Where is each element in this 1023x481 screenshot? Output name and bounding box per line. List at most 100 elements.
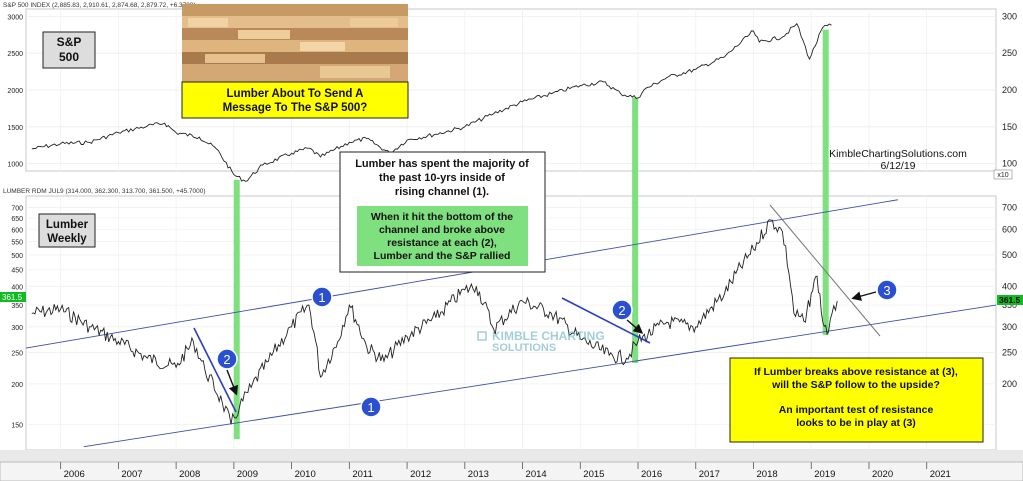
year-label: 2007 (121, 469, 142, 480)
year-label: 2008 (179, 469, 200, 480)
highlight-bar (632, 97, 639, 363)
lumber-tick-label: 500 (11, 253, 23, 260)
x10-label: x10 (997, 172, 1008, 179)
last-price-left-label: 361.5 (2, 293, 23, 302)
x10-box (993, 169, 1013, 180)
year-label: 2019 (814, 469, 835, 480)
sp500-panel-box (42, 31, 96, 69)
lumber-box-line1: Lumber (46, 219, 89, 231)
highlight-bars (233, 29, 829, 440)
question-line2: will the S&P follow to the upside? (771, 379, 940, 391)
lumber-series-line (31, 219, 838, 425)
lumber-tick-label: 150 (11, 422, 23, 429)
lumber-tick-label: 250 (11, 350, 23, 357)
lumber-right-tick-label: 400 (1002, 281, 1017, 291)
year-label: 2015 (583, 469, 604, 480)
lumber-panel-box (38, 213, 96, 248)
year-label: 2020 (872, 469, 893, 480)
svg-text:2: 2 (223, 352, 230, 367)
photo-caption-line2: Message To The S&P 500? (223, 102, 368, 114)
photo-caption-line1: Lumber About To Send A (227, 88, 364, 100)
watermark-line1: KIMBLE CHARTING (492, 329, 605, 343)
sp500-tick-label: 2500 (7, 51, 23, 58)
sp500-tick-label: 1500 (7, 125, 23, 132)
highlight-bar (233, 179, 240, 440)
sp500-tick-label: 2000 (7, 88, 23, 95)
lumber-tick-label: 600 (11, 227, 23, 234)
credit-date: 6/12/19 (880, 160, 915, 172)
arrow-marker-2-2016 (626, 319, 644, 334)
lumber-tick-label: 550 (11, 240, 23, 247)
lumber-tick-label: 400 (11, 284, 23, 291)
question-line4: looks to be in play at (3) (796, 417, 916, 429)
sp500-right-tick-label: 100 (1002, 159, 1017, 169)
resistance-line-2019 (769, 204, 881, 337)
watermark-line2: SOLUTIONS (492, 342, 556, 354)
credit-name: KimbleChartingSolutions.com (829, 148, 967, 160)
lumber-photo (182, 4, 408, 82)
svg-text:1: 1 (367, 400, 374, 415)
lumber-box-line2: Weekly (47, 233, 87, 245)
year-label: 2010 (295, 469, 316, 480)
lumber-tick-label: 450 (11, 268, 23, 275)
sp500-index-header: S&P 500 INDEX (2,885.83, 2,910.61, 2,874… (3, 2, 196, 9)
channel-note-line1: Lumber has spent the majority of (355, 158, 529, 170)
channel-note-line2: the past 10-yrs inside of (379, 172, 505, 184)
year-label: 2014 (526, 469, 547, 480)
rally-note-box (357, 206, 528, 266)
year-label: 2011 (352, 469, 372, 480)
last-price-left-box (0, 292, 26, 302)
sp500-right-tick-label: 150 (1002, 122, 1017, 132)
marker-2-2009: 2 (216, 348, 238, 370)
channel-note-line3: rising channel (1). (395, 186, 489, 198)
marker-3: 3 (876, 279, 898, 301)
rally-note-line1: When it hit the bottom of the (371, 211, 513, 223)
lumber-left-axis: 150 200 250 300 350 400 450 500 550 600 650 700 (11, 206, 23, 430)
x-axis-strip (0, 461, 1023, 481)
year-label: 2009 (237, 469, 258, 480)
rising-channel (25, 199, 997, 448)
year-label: 2018 (757, 469, 778, 480)
sp500-box-line2: 500 (59, 50, 79, 64)
sp500-box-line1: S&P (57, 35, 82, 49)
channel-upper-line (25, 199, 898, 349)
year-label: 2013 (468, 469, 489, 480)
rally-note-line4: Lumber and the S&P rallied (374, 250, 511, 262)
lumber-tick-label: 200 (11, 382, 23, 389)
sp500-series-line (31, 22, 832, 182)
lumber-right-tick-label: 250 (1002, 347, 1017, 357)
resistance-line-2016 (561, 297, 651, 344)
photo-caption-box (181, 81, 409, 119)
sp500-tick-label: 3000 (7, 14, 23, 21)
question-box (729, 357, 984, 443)
marker-2-2016: 2 (611, 299, 633, 321)
marker-1-lower: 1 (360, 396, 382, 418)
lumber-right-tick-label: 600 (1002, 224, 1017, 234)
arrow-marker-2-2009 (226, 369, 239, 396)
watermark: KIMBLE CHARTING SOLUTIONS (477, 329, 605, 354)
marker-1-upper: 1 (311, 286, 333, 308)
rally-note-line3: resistance at each (2), (387, 237, 497, 249)
highlight-bar (822, 29, 829, 336)
lumber-tick-label: 300 (11, 325, 23, 332)
year-label: 2012 (410, 469, 431, 480)
year-label: 2006 (64, 469, 85, 480)
lumber-tick-label: 700 (11, 206, 23, 213)
last-price-right-label: 361.5 (999, 295, 1021, 305)
sp500-right-tick-label: 300 (1002, 11, 1017, 21)
lumber-right-tick-label: 300 (1002, 322, 1017, 332)
arrow-marker-3 (851, 291, 877, 301)
lumber-index-header: LUMBER RDM JUL9 (314.000, 362.300, 313.7… (3, 188, 206, 195)
svg-text:2: 2 (618, 303, 625, 318)
svg-text:1: 1 (318, 290, 325, 305)
year-label: 2016 (641, 469, 662, 480)
year-label: 2017 (699, 469, 720, 480)
x-axis-years: 2006 2007 2008 2009 2010 2011 2012 2013 2014 2015… (60, 462, 951, 480)
lumber-right-tick-label: 200 (1002, 379, 1017, 389)
sp500-tick-label: 1000 (7, 162, 23, 169)
last-price-right-box (997, 295, 1023, 305)
channel-lower-line (83, 304, 997, 448)
resistance-line-2009 (193, 327, 237, 413)
sp500-right-axis: 100 150 200 250 300 (1002, 11, 1017, 168)
